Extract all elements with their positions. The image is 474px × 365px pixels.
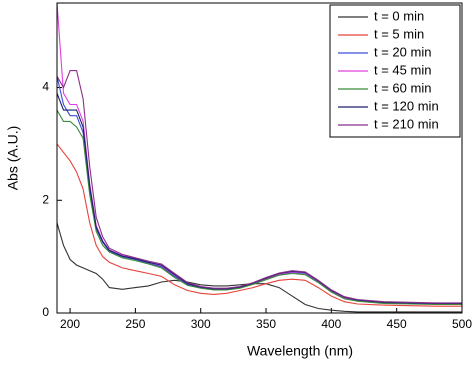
data-line: [57, 143, 462, 307]
x-tick-label: 400: [321, 317, 341, 331]
y-tick-label: 2: [42, 192, 49, 206]
y-tick-label: 4: [42, 80, 49, 94]
x-tick-label: 350: [256, 317, 276, 331]
legend: t = 0 min t = 5 min t = 20 min t = 45 min t …: [329, 4, 461, 138]
plot-frame: [56, 2, 463, 314]
legend-label: t = 0 min: [374, 8, 424, 23]
data-line: [57, 222, 462, 313]
legend-label: t = 210 min: [374, 116, 439, 131]
data-line: [57, 70, 462, 304]
legend-label: t = 60 min: [374, 80, 431, 95]
y-axis-label: Abs (A.U.): [5, 126, 21, 191]
x-tick-label: 450: [387, 317, 407, 331]
x-tick-label: 200: [60, 317, 80, 331]
x-axis-label: Wavelength (nm): [247, 343, 353, 359]
y-tick-label: 0: [42, 305, 49, 319]
x-tick-label: 300: [191, 317, 211, 331]
legend-label: t = 20 min: [374, 44, 431, 59]
data-line: [57, 109, 462, 306]
x-tick-label: 500: [452, 317, 472, 331]
legend-label: t = 5 min: [374, 26, 424, 41]
x-tick-label: 250: [125, 317, 145, 331]
legend-label: t = 45 min: [374, 62, 431, 77]
legend-label: t = 120 min: [374, 98, 439, 113]
